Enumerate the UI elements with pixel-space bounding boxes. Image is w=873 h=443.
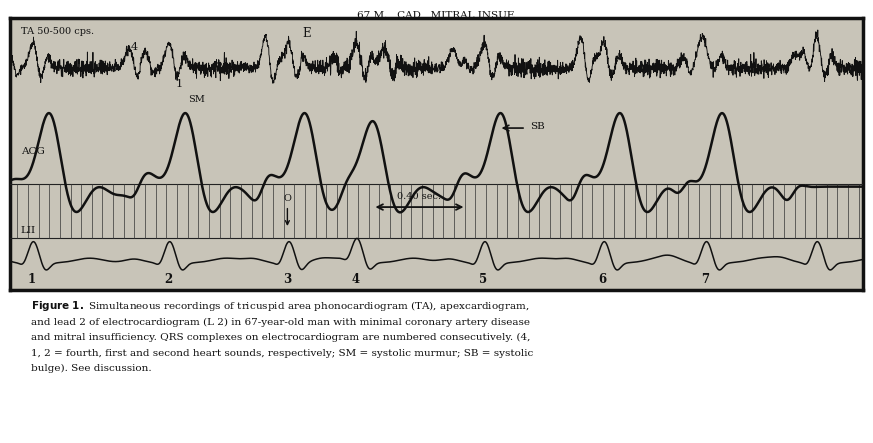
Text: and mitral insufficiency. QRS complexes on electrocardiogram are numbered consec: and mitral insufficiency. QRS complexes … xyxy=(31,333,530,342)
Text: 1, 2 = fourth, first and second heart sounds, respectively; SM = systolic murmur: 1, 2 = fourth, first and second heart so… xyxy=(31,349,533,358)
Text: 0.40 sec.: 0.40 sec. xyxy=(397,192,442,201)
Text: 67 M.   CAD   MITRAL INSUF.: 67 M. CAD MITRAL INSUF. xyxy=(357,11,516,20)
Text: bulge). See discussion.: bulge). See discussion. xyxy=(31,364,151,373)
Text: SB: SB xyxy=(530,122,545,131)
Text: LII: LII xyxy=(21,226,36,235)
Text: TA 50-500 cps.: TA 50-500 cps. xyxy=(21,27,93,36)
Text: 4: 4 xyxy=(130,42,138,52)
Text: 1: 1 xyxy=(175,78,182,89)
Text: E: E xyxy=(303,27,312,39)
Text: $\mathbf{Figure\ 1.}$ Simultaneous recordings of tricuspid area phonocardiogram : $\mathbf{Figure\ 1.}$ Simultaneous recor… xyxy=(31,299,529,313)
Text: 5: 5 xyxy=(479,273,487,286)
Text: 7: 7 xyxy=(701,273,709,286)
Text: 2: 2 xyxy=(164,273,172,286)
Text: 3: 3 xyxy=(283,273,292,286)
Text: 2: 2 xyxy=(216,62,223,72)
Text: ACG: ACG xyxy=(21,147,45,156)
Text: and lead 2 of electrocardiogram (L 2) in 67-year-old man with minimal coronary a: and lead 2 of electrocardiogram (L 2) in… xyxy=(31,318,530,327)
Text: O: O xyxy=(284,194,292,225)
Text: 4: 4 xyxy=(352,273,360,286)
Text: 1: 1 xyxy=(28,273,36,286)
Text: 6: 6 xyxy=(599,273,607,286)
Text: SM: SM xyxy=(188,95,204,105)
